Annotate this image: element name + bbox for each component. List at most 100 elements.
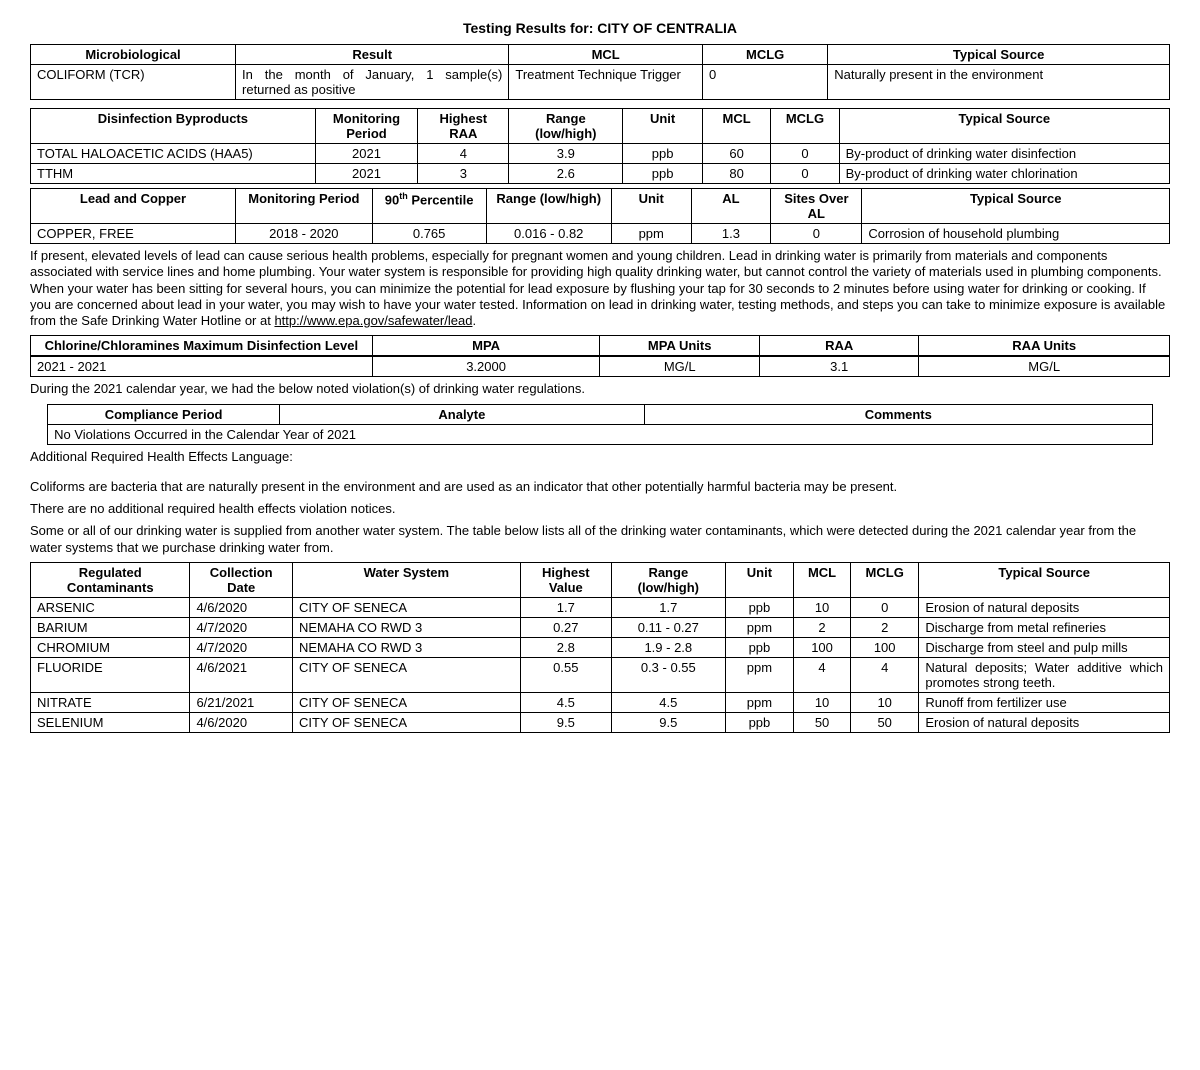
- cell-source: Erosion of natural deposits: [919, 712, 1170, 732]
- cell-sys: CITY OF SENECA: [292, 692, 520, 712]
- table-row: TOTAL HALOACETIC ACIDS (HAA5)202143.9ppb…: [31, 144, 1170, 164]
- epa-link[interactable]: http://www.epa.gov/safewater/lead: [274, 313, 472, 328]
- cell-raa: 4: [418, 144, 509, 164]
- cell-mcl: 2: [794, 617, 851, 637]
- cell-mpau: MG/L: [600, 356, 759, 377]
- lead-paragraph: If present, elevated levels of lead can …: [30, 248, 1170, 329]
- cell-result: In the month of January, 1 sample(s) ret…: [236, 65, 509, 100]
- cell-name: CHROMIUM: [31, 637, 190, 657]
- cell-hv: 0.27: [520, 617, 611, 637]
- cell-source: Erosion of natural deposits: [919, 597, 1170, 617]
- col-raa: RAA: [759, 336, 918, 357]
- cell-unit: ppm: [611, 224, 691, 244]
- cell-name: BARIUM: [31, 617, 190, 637]
- table-row: ARSENIC4/6/2020CITY OF SENECA1.71.7ppb10…: [31, 597, 1170, 617]
- cell-range: 0.3 - 0.55: [611, 657, 725, 692]
- cell-hv: 4.5: [520, 692, 611, 712]
- col-hv: Highest Value: [520, 562, 611, 597]
- lead-text: If present, elevated levels of lead can …: [30, 248, 1165, 328]
- col-chlorine: Chlorine/Chloramines Maximum Disinfectio…: [31, 336, 373, 357]
- col-unit: Unit: [725, 562, 793, 597]
- col-mcl: MCL: [794, 562, 851, 597]
- chlorine-table: Chlorine/Chloramines Maximum Disinfectio…: [30, 335, 1170, 377]
- cell-name: NITRATE: [31, 692, 190, 712]
- cell-source: By-product of drinking water disinfectio…: [839, 144, 1169, 164]
- cell-name: COLIFORM (TCR): [31, 65, 236, 100]
- col-mcl: MCL: [702, 109, 770, 144]
- health-heading: Additional Required Health Effects Langu…: [30, 449, 1170, 465]
- table-row: COLIFORM (TCR) In the month of January, …: [31, 65, 1170, 100]
- cell-mcl: 80: [702, 164, 770, 184]
- col-mclg: MCLG: [851, 562, 919, 597]
- cell-raa: 3.1: [759, 356, 918, 377]
- col-mcl: MCL: [509, 45, 703, 65]
- cell-mclg: 0: [703, 65, 828, 100]
- col-reg: Regulated Contaminants: [31, 562, 190, 597]
- col-compliance: Compliance Period: [48, 404, 280, 424]
- col-lc: Lead and Copper: [31, 189, 236, 224]
- cell-source: Discharge from metal refineries: [919, 617, 1170, 637]
- table-row: BARIUM4/7/2020NEMAHA CO RWD 30.270.11 - …: [31, 617, 1170, 637]
- disinfection-table: Disinfection Byproducts Monitoring Perio…: [30, 108, 1170, 184]
- col-period: Monitoring Period: [315, 109, 418, 144]
- cell-source: Naturally present in the environment: [828, 65, 1170, 100]
- cell-source: Corrosion of household plumbing: [862, 224, 1170, 244]
- cell-sys: CITY OF SENECA: [292, 657, 520, 692]
- cell-mclg: 10: [851, 692, 919, 712]
- cell-name: TOTAL HALOACETIC ACIDS (HAA5): [31, 144, 316, 164]
- cell-sys: CITY OF SENECA: [292, 712, 520, 732]
- cell-raau: MG/L: [919, 356, 1170, 377]
- cell-name: ARSENIC: [31, 597, 190, 617]
- microbiological-table: Microbiological Result MCL MCLG Typical …: [30, 44, 1170, 100]
- no-violations-cell: No Violations Occurred in the Calendar Y…: [48, 424, 1153, 444]
- table-row: CHROMIUM4/7/2020NEMAHA CO RWD 32.81.9 - …: [31, 637, 1170, 657]
- table-row: FLUORIDE4/6/2021CITY OF SENECA0.550.3 - …: [31, 657, 1170, 692]
- cell-name: SELENIUM: [31, 712, 190, 732]
- cell-mcl: 10: [794, 597, 851, 617]
- violations-table: Compliance Period Analyte Comments No Vi…: [47, 404, 1153, 445]
- table-row: No Violations Occurred in the Calendar Y…: [48, 424, 1153, 444]
- col-raau: RAA Units: [919, 336, 1170, 357]
- col-mclg: MCLG: [703, 45, 828, 65]
- col-unit: Unit: [611, 189, 691, 224]
- cell-hv: 9.5: [520, 712, 611, 732]
- cell-mclg: 4: [851, 657, 919, 692]
- cell-range: 9.5: [611, 712, 725, 732]
- col-raa: Highest RAA: [418, 109, 509, 144]
- cell-date: 4/6/2020: [190, 712, 293, 732]
- cell-mcl: 100: [794, 637, 851, 657]
- page-title: Testing Results for: CITY OF CENTRALIA: [30, 20, 1170, 36]
- cell-mclg: 100: [851, 637, 919, 657]
- cell-mcl: 4: [794, 657, 851, 692]
- cell-name: FLUORIDE: [31, 657, 190, 692]
- cell-date: 4/6/2020: [190, 597, 293, 617]
- col-sys: Water System: [292, 562, 520, 597]
- cell-hv: 2.8: [520, 637, 611, 657]
- cell-range: 0.016 - 0.82: [486, 224, 611, 244]
- cell-mclg: 0: [771, 164, 839, 184]
- cell-date: 6/21/2021: [190, 692, 293, 712]
- cell-sys: NEMAHA CO RWD 3: [292, 617, 520, 637]
- table-row: NITRATE6/21/2021CITY OF SENECA4.54.5ppm1…: [31, 692, 1170, 712]
- col-range: Range (low/high): [611, 562, 725, 597]
- table-row: TTHM202132.6ppb800By-product of drinking…: [31, 164, 1170, 184]
- cell-name: COPPER, FREE: [31, 224, 236, 244]
- regulated-table: Regulated Contaminants Collection Date W…: [30, 562, 1170, 733]
- cell-period: 2021: [315, 164, 418, 184]
- cell-hv: 1.7: [520, 597, 611, 617]
- cell-sys: CITY OF SENECA: [292, 597, 520, 617]
- cell-sys: NEMAHA CO RWD 3: [292, 637, 520, 657]
- cell-unit: ppb: [623, 144, 703, 164]
- cell-date: 4/7/2020: [190, 637, 293, 657]
- cell-range: 1.9 - 2.8: [611, 637, 725, 657]
- supplied-text: Some or all of our drinking water is sup…: [30, 523, 1170, 556]
- col-al: AL: [691, 189, 771, 224]
- cell-period: 2021 - 2021: [31, 356, 373, 377]
- cell-unit: ppm: [725, 617, 793, 637]
- cell-mcl: 60: [702, 144, 770, 164]
- lead-copper-table: Lead and Copper Monitoring Period 90th P…: [30, 188, 1170, 244]
- col-mpau: MPA Units: [600, 336, 759, 357]
- cell-source: By-product of drinking water chlorinatio…: [839, 164, 1169, 184]
- violations-intro: During the 2021 calendar year, we had th…: [30, 381, 1170, 397]
- cell-mclg: 0: [851, 597, 919, 617]
